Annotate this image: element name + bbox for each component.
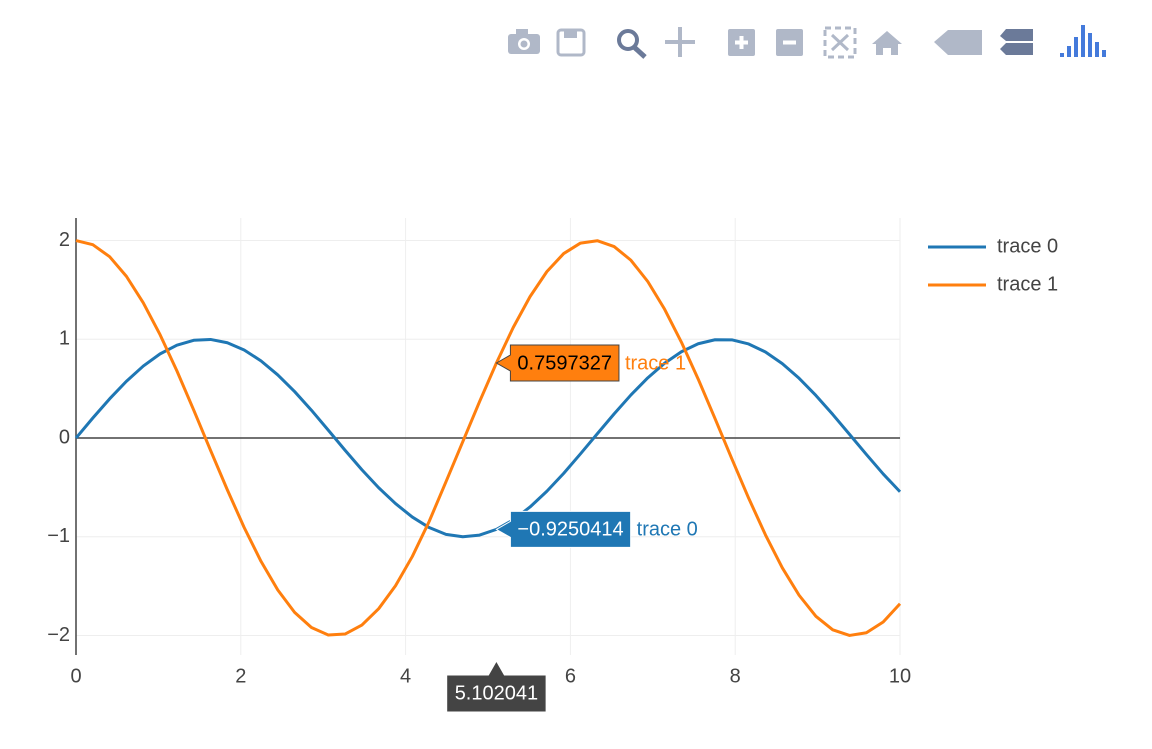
x-tick-label: 10 [889,665,911,687]
compare-button[interactable] [1000,29,1033,55]
zoom-button[interactable] [617,29,647,59]
camera-button[interactable] [508,29,540,54]
zoom-out-button[interactable] [776,29,803,56]
x-tick-label: 0 [70,665,81,687]
series-line [75,239,902,637]
legend-label: trace 1 [997,273,1058,295]
spike-button[interactable] [934,30,982,55]
x-tick-label: 2 [235,665,246,687]
series-line [74,337,902,539]
hover-value: −0.9250414 [517,519,623,541]
hover-box [495,344,620,382]
y-tick-label: −2 [47,624,70,646]
reset-button[interactable] [872,31,902,55]
hover-label: −0.9250414 trace 0 [495,510,698,548]
y-tick-label: −1 [47,525,70,547]
toolbar [508,25,1106,59]
plotly-logo[interactable] [1060,25,1106,57]
tick-labels: 0 2 4 6 8 10 −2 −1 0 1 2 [47,229,911,687]
legend-label: trace 0 [997,235,1058,257]
zoom-in-button[interactable] [728,29,755,56]
x-tick-label: 8 [730,665,741,687]
x-hover-label: 5.102041 [446,659,547,713]
y-tick-label: 1 [59,328,70,350]
hover-box [446,659,547,713]
y-tick-label: 2 [59,229,70,251]
autoscale-button[interactable] [823,26,857,59]
hover-labels: −0.9250414 trace 0 0.7597327 trace 1 5.10204… [446,344,698,713]
hover-trace-name: trace 1 [625,352,686,374]
y-tick-label: 0 [59,426,70,448]
legend: trace 0 trace 1 [928,235,1058,295]
x-tick-label: 6 [565,665,576,687]
plot-lines [74,239,902,637]
x-tick-label: 4 [400,665,411,687]
save-button[interactable] [556,28,586,57]
x-hover-value: 5.102041 [455,682,538,704]
grid [75,218,901,655]
hover-trace-name: trace 0 [637,519,698,541]
pan-button[interactable] [665,27,695,57]
hover-value: 0.7597327 [517,352,612,374]
hover-box [495,510,632,548]
hover-label: 0.7597327 trace 1 [495,344,686,382]
